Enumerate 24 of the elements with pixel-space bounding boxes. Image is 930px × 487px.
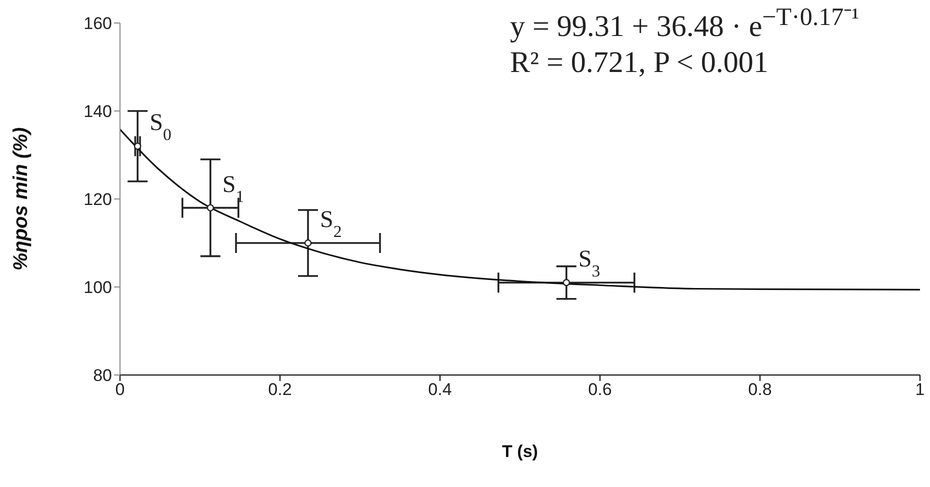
x-tick-label: 0	[115, 380, 125, 400]
point	[134, 142, 142, 150]
y-tick-label: 100	[84, 278, 112, 298]
annotation: S$_{3}$	[578, 246, 600, 280]
x-axis-title: T (s)	[502, 442, 538, 461]
point	[304, 239, 312, 247]
x-tick-label: 0.8	[748, 380, 772, 400]
x-tick-label: 0.6	[588, 380, 612, 400]
point	[206, 204, 214, 212]
x-tick-label: 1	[915, 380, 925, 400]
x-tick-label: 0.4	[428, 380, 452, 400]
x-tick-label: 0.2	[268, 380, 292, 400]
annotation: y = 99.31 + 36.48 · e$^{−T·0.17⁻¹}$	[510, 3, 860, 44]
annotation: S$_{2}$	[320, 207, 342, 240]
y-tick-label: 120	[84, 190, 112, 210]
point	[562, 279, 570, 286]
y-tick-label: 140	[84, 102, 112, 122]
annotation: R² = 0.721, P < 0.001	[510, 46, 768, 80]
y-tick-label: 160	[84, 14, 112, 34]
line-series	[120, 128, 920, 290]
annotation: S$_{1}$	[222, 172, 244, 206]
y-tick-label: 80	[93, 366, 112, 386]
annotation: S$_{0}$	[150, 110, 172, 144]
y-axis-title: %ηpos min (%)	[10, 127, 32, 271]
